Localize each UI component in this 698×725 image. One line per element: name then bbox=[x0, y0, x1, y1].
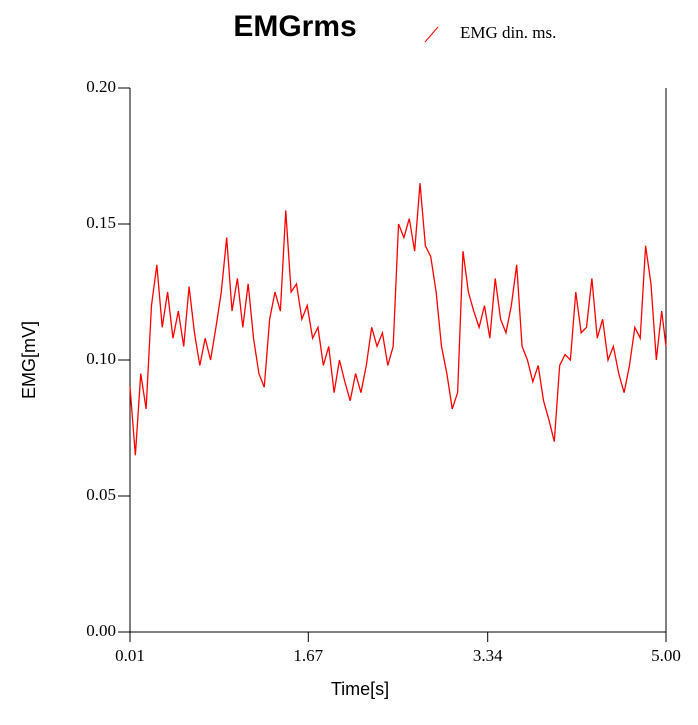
chart-title: EMGrms bbox=[233, 10, 356, 43]
y-tick-label: 0.15 bbox=[86, 213, 116, 232]
data-line bbox=[129, 183, 667, 456]
x-tick-label: 0.01 bbox=[115, 646, 145, 665]
x-axis-label: Time[s] bbox=[331, 679, 389, 699]
y-tick-label: 0.05 bbox=[86, 485, 116, 504]
legend-label: EMG din. ms. bbox=[460, 23, 556, 42]
x-tick-label: 1.67 bbox=[293, 646, 323, 665]
y-tick-label: 0.00 bbox=[86, 621, 116, 640]
x-tick-label: 3.34 bbox=[473, 646, 503, 665]
y-tick-label: 0.10 bbox=[86, 349, 116, 368]
x-tick-label: 5.00 bbox=[651, 646, 681, 665]
y-tick-label: 0.20 bbox=[86, 77, 116, 96]
y-axis-label: EMG[mV] bbox=[19, 321, 39, 399]
legend-swatch bbox=[424, 26, 439, 43]
